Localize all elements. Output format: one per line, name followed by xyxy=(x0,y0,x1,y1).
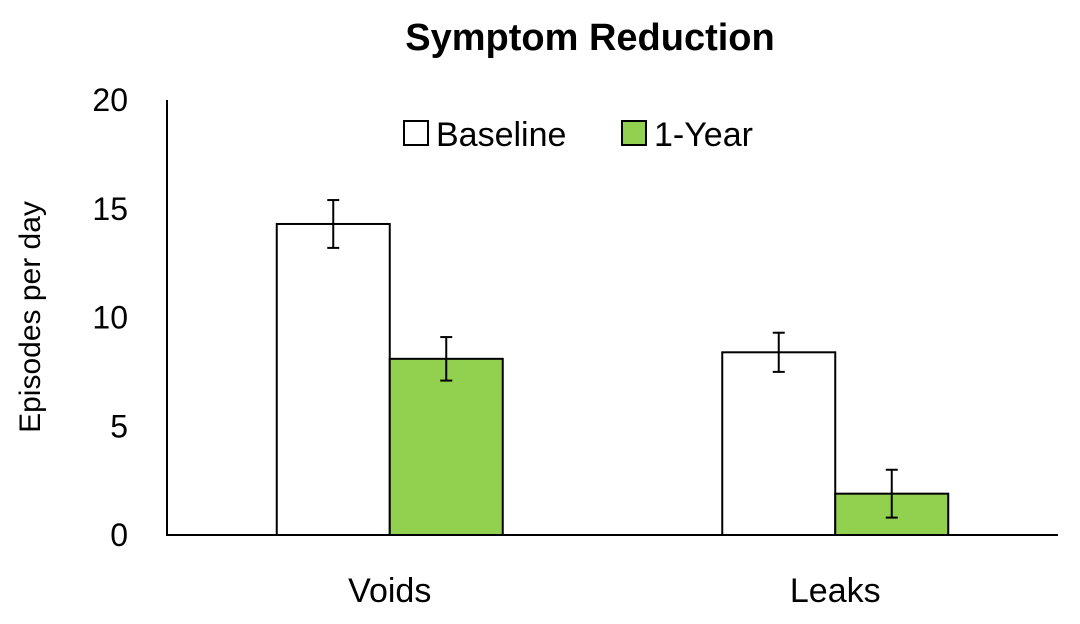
y-tick-label: 15 xyxy=(92,191,128,227)
bar-baseline-leaks xyxy=(721,351,837,536)
y-axis-label: Episodes per day xyxy=(14,201,47,433)
y-axis-ticks: 0 5 10 15 20 xyxy=(92,82,128,553)
legend: Baseline 1-Year xyxy=(403,116,753,154)
legend-swatch xyxy=(621,120,647,146)
y-tick-label: 10 xyxy=(92,300,128,336)
bars-group xyxy=(275,222,950,537)
y-tick-label: 5 xyxy=(110,408,128,444)
y-tick-label: 0 xyxy=(110,517,128,553)
y-tick-label: 20 xyxy=(92,82,128,118)
bar-baseline-voids xyxy=(275,222,391,536)
chart-title: Symptom Reduction xyxy=(405,17,774,59)
legend-label: 1-Year xyxy=(654,116,753,154)
x-category-label: Leaks xyxy=(790,572,881,610)
category-labels: Voids Leaks xyxy=(348,572,880,610)
axes xyxy=(166,100,1058,536)
legend-label: Baseline xyxy=(436,116,566,154)
error-bars-group xyxy=(327,199,898,519)
legend-swatch xyxy=(403,120,429,146)
x-category-label: Voids xyxy=(348,572,431,610)
bar-1-year-voids xyxy=(388,357,504,537)
